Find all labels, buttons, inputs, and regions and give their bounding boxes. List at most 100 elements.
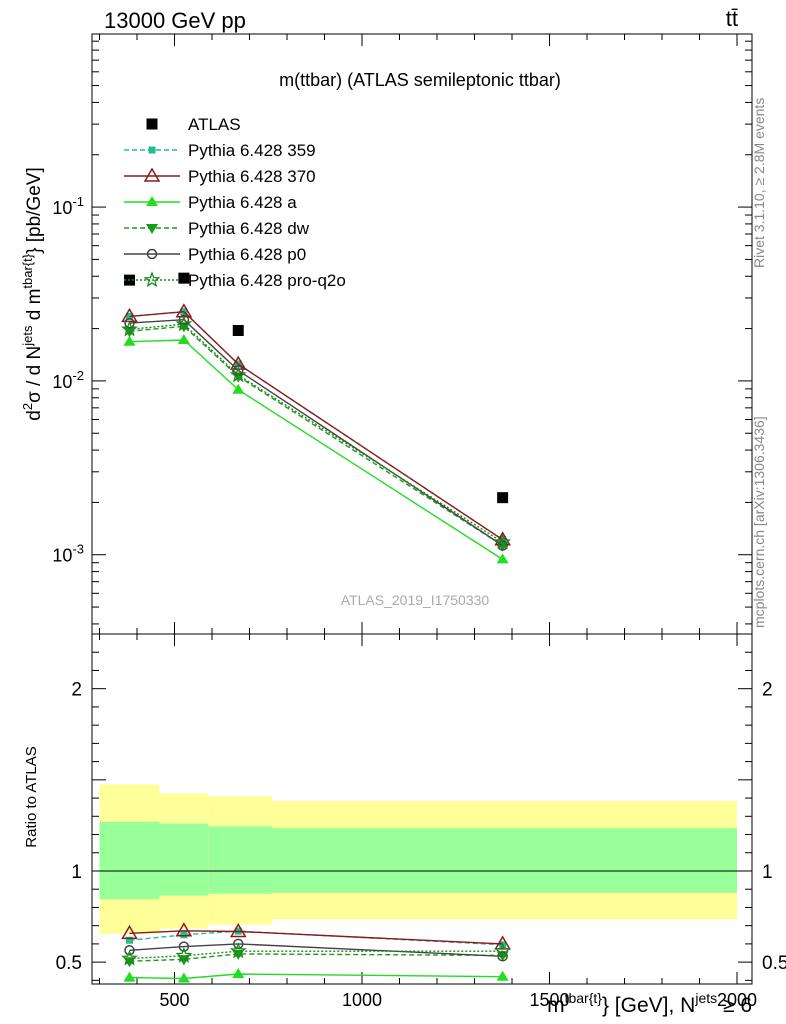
y-tick-label: 10-1 [52, 194, 84, 218]
data-point [232, 383, 245, 394]
ratio-y-tick-label-right: 1 [762, 862, 773, 883]
data-point [499, 536, 507, 544]
legend-label: Pythia 6.428 359 [188, 141, 316, 160]
data-point [177, 333, 190, 344]
series-pythia-6-428-a [123, 333, 509, 564]
rivet-version-label: Rivet 3.1.10, ≥ 2.8M events [751, 98, 767, 268]
data-point [124, 945, 135, 956]
data-point [229, 366, 247, 383]
data-point [496, 553, 509, 564]
data-point [497, 540, 508, 551]
ratio-y-axis-title: Ratio to ATLAS [23, 746, 40, 847]
data-point [497, 492, 509, 504]
series-line [129, 943, 503, 957]
x-axis-title: mtbar{t}} [GeV], Njets ≥ 6 [547, 990, 752, 1017]
series-line [129, 973, 503, 980]
uncertainty-band-green [99, 821, 160, 900]
x-tick-label: 1000 [342, 990, 382, 1010]
data-point [180, 931, 188, 939]
legend-marker [146, 224, 158, 234]
ratio-y-tick-label: 0.5 [56, 953, 82, 974]
ratio-y-tick-label: 1 [71, 862, 82, 883]
ratio-series-pythia-6-428-p0 [124, 938, 508, 962]
mcplots-label: mcplots.cern.ch [arXiv:1306.3436] [751, 416, 767, 628]
series-line [129, 325, 503, 547]
legend-marker [146, 196, 158, 206]
header-left: 13000 GeV pp [104, 8, 246, 33]
data-point [121, 320, 138, 337]
legend-label: ATLAS [188, 115, 241, 134]
data-point [494, 942, 512, 959]
legend-entry: Pythia 6.428 p0 [124, 245, 306, 264]
legend-entry: Pythia 6.428 370 [124, 167, 316, 186]
data-point [229, 942, 247, 959]
series-line [129, 318, 503, 547]
data-point [178, 272, 190, 284]
legend-marker [146, 248, 158, 260]
series-line [129, 339, 503, 560]
data-point [233, 938, 244, 950]
data-point [232, 324, 244, 336]
data-point [123, 335, 136, 346]
data-point [175, 922, 193, 937]
legend-entry: ATLAS [146, 115, 241, 134]
y-tick-label: 10-3 [52, 542, 84, 566]
data-point [126, 312, 133, 320]
data-point [124, 317, 135, 329]
legend-label: Pythia 6.428 p0 [188, 245, 306, 264]
legend-marker [143, 167, 161, 182]
legend-entry: Pythia 6.428 dw [124, 219, 310, 238]
legend-label: Pythia 6.428 370 [188, 167, 316, 186]
y-tick-label: 10-2 [52, 368, 84, 392]
legend-marker [143, 271, 161, 288]
series-line [129, 953, 503, 962]
series-pythia-6-428-p0 [124, 314, 508, 551]
ratio-y-tick-label-right: 2 [762, 680, 773, 701]
legend-marker [148, 146, 156, 154]
data-point [178, 941, 190, 952]
data-point [494, 533, 511, 550]
series-line [129, 310, 503, 541]
data-point [175, 946, 193, 963]
x-tick-label: 500 [159, 990, 189, 1010]
ratio-y-tick-label: 2 [71, 680, 82, 701]
data-point [175, 315, 193, 332]
y-axis-title: d2σ / d Njets d mtbar{t}} [pb/GeV] [20, 167, 45, 420]
data-point [232, 967, 245, 978]
legend-label: Pythia 6.428 pro-q2o [188, 271, 346, 290]
data-point [494, 935, 511, 950]
ratio-plot-frame [91, 633, 753, 985]
legend-entry: Pythia 6.428 359 [124, 141, 316, 160]
legend-label: Pythia 6.428 dw [188, 219, 310, 238]
ratio-y-tick-label-right: 0.5 [762, 953, 786, 974]
legend-entry: Pythia 6.428 pro-q2o [124, 271, 346, 290]
legend-marker [146, 118, 158, 130]
series-line [129, 930, 503, 945]
plot-title: m(ttbar) (ATLAS semileptonic ttbar) [279, 70, 561, 90]
ratio-series-pythia-6-428-a [123, 967, 509, 983]
series-pythia-6-428-dw [123, 322, 509, 552]
data-point [178, 314, 190, 325]
data-point [126, 936, 133, 944]
series-line [129, 950, 503, 960]
data-point [496, 970, 509, 981]
legend-label: Pythia 6.428 a [188, 193, 297, 212]
uncertainty-band-green [208, 826, 272, 894]
header-right: tt̄ [725, 6, 738, 31]
uncertainty-band-green [272, 828, 737, 893]
data-point [177, 972, 190, 983]
ratio-series-pythia-6-428-370 [121, 922, 511, 950]
data-point [229, 923, 247, 938]
uncertainty-band-green [159, 823, 209, 896]
x-tick-label: 1500 [529, 990, 569, 1010]
ratio-series-pythia-6-428-pro-q2o [121, 942, 512, 966]
data-point [121, 924, 138, 940]
legend-entry: Pythia 6.428 a [124, 193, 297, 212]
series-line [129, 323, 503, 543]
ratio-series-pythia-6-428-dw [123, 949, 509, 968]
data-point [121, 949, 138, 966]
analysis-watermark: ATLAS_2019_I1750330 [341, 592, 490, 608]
series-pythia-6-428-pro-q2o [121, 315, 511, 550]
